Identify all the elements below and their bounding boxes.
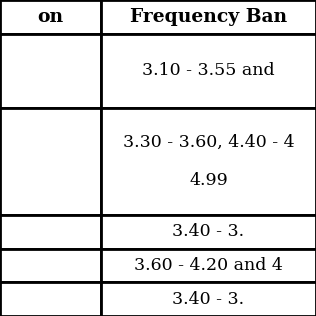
Text: 3.10 - 3.55 and: 3.10 - 3.55 and [142, 62, 275, 79]
Bar [101, 249, 316, 283]
Bar [0, 0, 101, 33]
Text: 3.30 - 3.60, 4.40 - 4: 3.30 - 3.60, 4.40 - 4 [123, 133, 295, 150]
Bar [101, 283, 316, 316]
Text: 3.40 - 3.: 3.40 - 3. [173, 223, 245, 240]
Bar [0, 283, 101, 316]
Text: Frequency Ban: Frequency Ban [130, 8, 287, 26]
Bar [101, 33, 316, 107]
Bar [0, 249, 101, 283]
Bar [0, 215, 101, 249]
Text: 3.60 - 4.20 and 4: 3.60 - 4.20 and 4 [134, 257, 283, 274]
Bar [101, 107, 316, 215]
Bar [0, 107, 101, 215]
Bar [101, 0, 316, 33]
Bar [101, 215, 316, 249]
Text: 4.99: 4.99 [189, 172, 228, 189]
Text: on: on [38, 8, 64, 26]
Text: 3.40 - 3.: 3.40 - 3. [173, 291, 245, 308]
Bar [0, 33, 101, 107]
